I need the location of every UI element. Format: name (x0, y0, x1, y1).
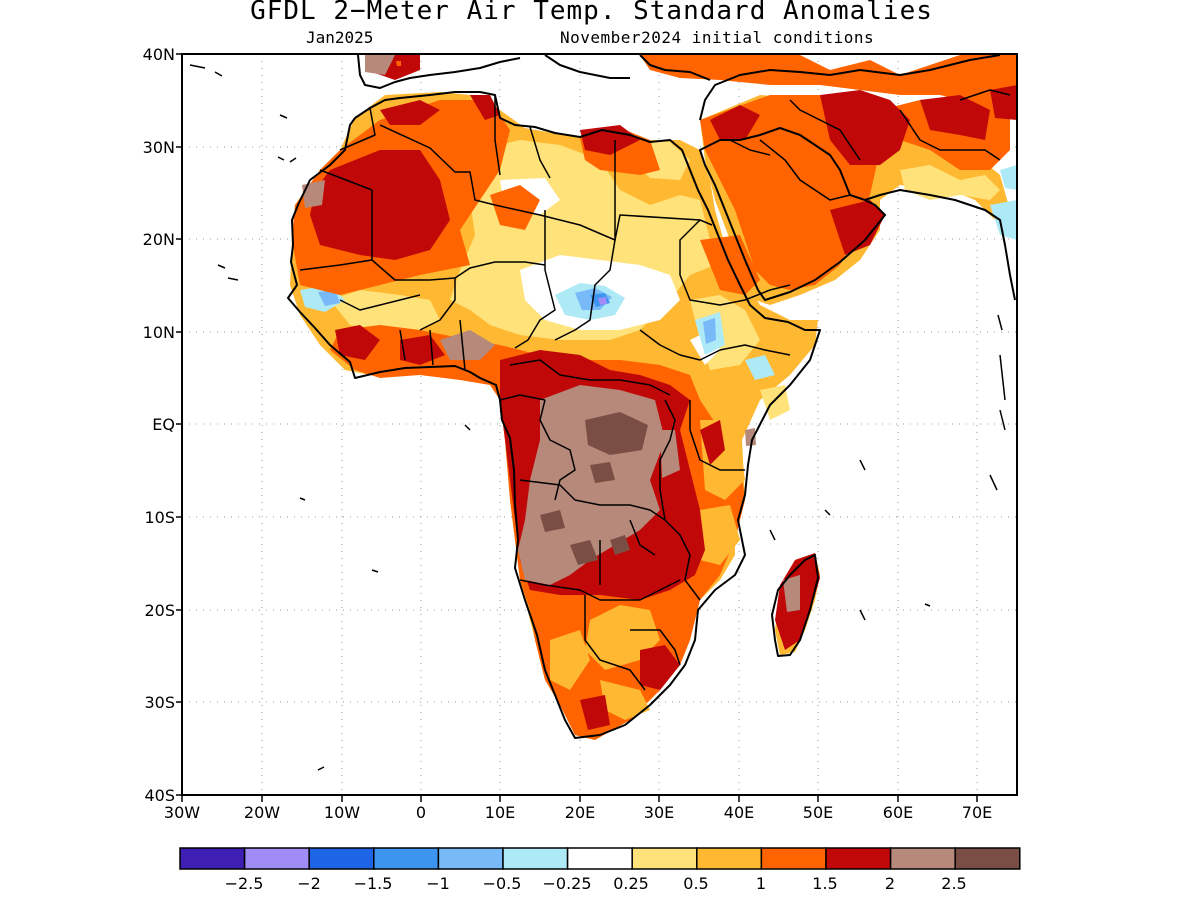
lat-label: 20N (143, 230, 175, 249)
colorbar-label: 0.5 (683, 874, 708, 893)
lon-label: 10W (324, 803, 360, 822)
colorbar-swatch (308, 847, 375, 870)
colorbar-swatch (760, 847, 827, 870)
islands (189, 64, 1006, 771)
colorbar-swatch (373, 847, 440, 870)
colorbar-label: 2 (885, 874, 895, 893)
initial-conditions: November2024 initial conditions (560, 28, 875, 47)
coastlines (287, 54, 1016, 739)
lon-label: 40E (724, 803, 754, 822)
lat-label: 30N (143, 138, 175, 157)
colorbar-label: −1 (426, 874, 450, 893)
lat-label: 10S (144, 508, 175, 527)
lon-label: 20W (244, 803, 280, 822)
colorbar-label: −0.25 (542, 874, 591, 893)
lon-label: 50E (803, 803, 833, 822)
colorbar-label: 1.5 (812, 874, 837, 893)
forecast-month: Jan2025 (306, 28, 374, 47)
lon-label: 30W (164, 803, 200, 822)
longitude-labels: 30W 20W 10W 0 10E 20E 30E 40E 50E 60E 70… (164, 803, 992, 822)
colorbar-swatch (437, 847, 504, 870)
colorbar (179, 847, 1021, 870)
colorbar-swatch (825, 847, 892, 870)
lon-label: 30E (644, 803, 674, 822)
lat-label: 10N (143, 323, 175, 342)
colorbar-labels: −2.5 −2 −1.5 −1 −0.5 −0.25 0.25 0.5 1 1.… (225, 874, 967, 893)
lon-label: 70E (962, 803, 992, 822)
colorbar-label: 1 (756, 874, 766, 893)
colorbar-swatch (631, 847, 698, 870)
lon-label: 20E (565, 803, 595, 822)
anomaly-fill (290, 55, 1017, 740)
lon-label: 10E (485, 803, 515, 822)
colorbar-label: −2 (297, 874, 321, 893)
lat-label: 40N (143, 45, 175, 64)
colorbar-swatch (179, 847, 246, 870)
colorbar-swatch (502, 847, 569, 870)
colorbar-label: −1.5 (354, 874, 393, 893)
colorbar-label: 2.5 (941, 874, 966, 893)
colorbar-swatch (954, 847, 1021, 870)
axis-ticks (176, 53, 978, 802)
lat-label: 40S (144, 786, 175, 805)
lon-label: 60E (883, 803, 913, 822)
colorbar-label: −0.5 (483, 874, 522, 893)
country-borders (299, 89, 1011, 691)
colorbar-swatch (696, 847, 763, 870)
colorbar-swatch (889, 847, 956, 870)
lat-label: 20S (144, 601, 175, 620)
lon-label: 0 (416, 803, 426, 822)
map-area (182, 54, 1017, 795)
colorbar-label: −2.5 (225, 874, 264, 893)
latitude-labels: 40N 30N 20N 10N EQ 10S 20S 30S 40S (143, 45, 175, 805)
colorbar-swatch (243, 847, 310, 870)
map-title: GFDL 2−Meter Air Temp. Standard Anomalie… (250, 0, 933, 26)
lat-label: EQ (152, 415, 175, 434)
lat-label: 30S (144, 693, 175, 712)
colorbar-label: 0.25 (613, 874, 649, 893)
colorbar-swatch (566, 847, 633, 870)
